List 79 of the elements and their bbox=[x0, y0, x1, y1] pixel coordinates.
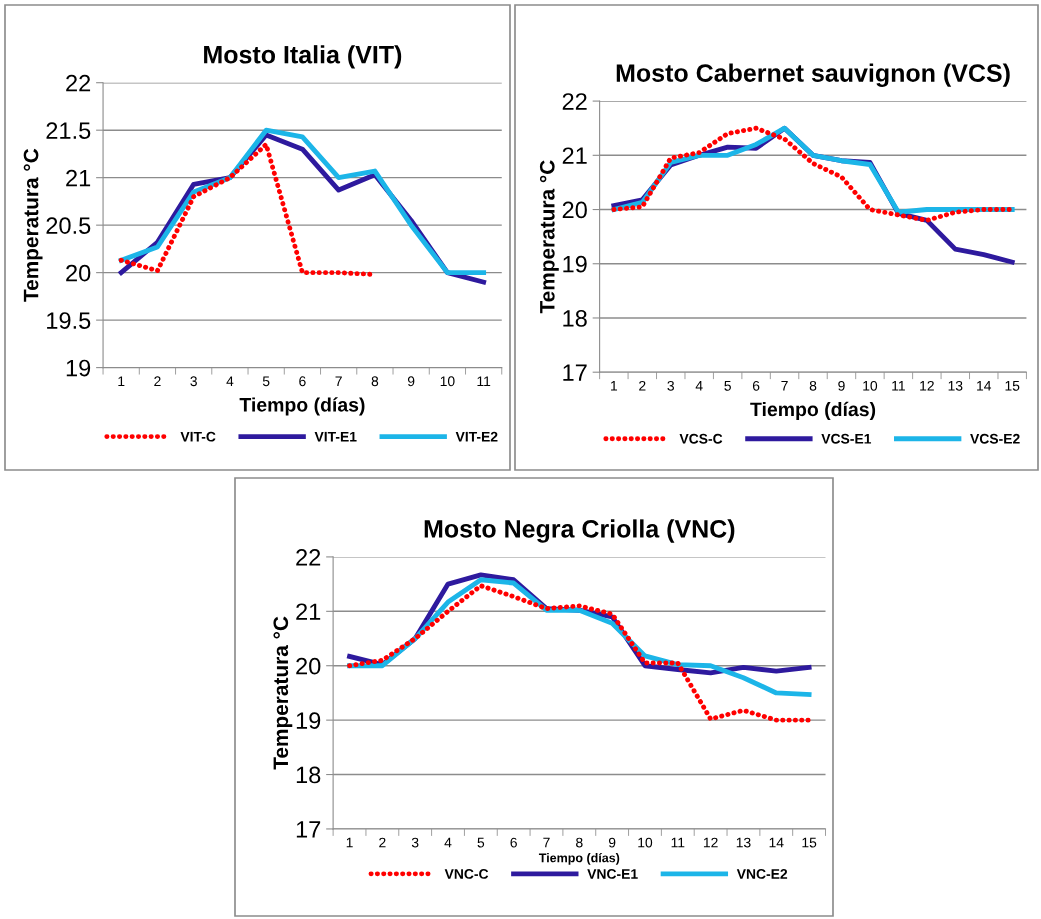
y-tick-label: 19 bbox=[66, 359, 91, 377]
x-tick-label: 13 bbox=[948, 380, 963, 391]
x-tick-label: 11 bbox=[892, 381, 905, 391]
x-tick-label: 1 bbox=[346, 837, 353, 848]
legend-label: VIT-E1 bbox=[314, 431, 357, 442]
x-tick-label: 11 bbox=[671, 837, 685, 848]
x-tick-label: 1 bbox=[118, 376, 125, 386]
x-tick-label: 2 bbox=[154, 376, 161, 386]
chart-title: Mosto Cabernet sauvignon (VCS) bbox=[616, 63, 1010, 87]
x-tick-label: 3 bbox=[190, 376, 197, 387]
chart-title: Mosto Italia (VIT) bbox=[204, 45, 402, 69]
x-tick-label: 7 bbox=[781, 381, 788, 391]
x-tick-label: 2 bbox=[639, 380, 646, 391]
y-tick-label: 20 bbox=[562, 201, 587, 219]
x-tick-label: 5 bbox=[262, 376, 270, 387]
y-tick-label: 20 bbox=[296, 657, 321, 675]
x-tick-label: 14 bbox=[977, 381, 992, 391]
x-tick-label: 5 bbox=[724, 381, 731, 391]
line-series bbox=[347, 583, 812, 723]
y-tick-label: 17 bbox=[296, 821, 321, 838]
x-tick-label: 6 bbox=[299, 376, 306, 387]
y-axis-title: Temperatura °C bbox=[539, 160, 559, 314]
y-tick-label: 22 bbox=[66, 74, 91, 92]
x-tick-label: 3 bbox=[411, 837, 419, 848]
x-axis-title: Tiempo (días) bbox=[750, 401, 876, 421]
x-tick-label: 5 bbox=[477, 837, 485, 848]
x-tick-label: 15 bbox=[1005, 381, 1020, 391]
legend-label: VCS-E2 bbox=[970, 433, 1020, 444]
x-tick-label: 3 bbox=[667, 380, 674, 391]
y-axis-title: Temperatura °C bbox=[273, 616, 293, 770]
x-tick-label: 4 bbox=[226, 376, 234, 386]
x-tick-label: 12 bbox=[703, 837, 718, 848]
x-tick-label: 4 bbox=[444, 837, 452, 848]
legend-label: VCS-C bbox=[679, 433, 723, 444]
x-tick-label: 11 bbox=[477, 376, 491, 386]
x-tick-label: 8 bbox=[576, 837, 583, 848]
legend-label: VNC-E1 bbox=[587, 869, 638, 879]
x-tick-label: 8 bbox=[809, 380, 817, 391]
x-tick-label: 6 bbox=[510, 837, 517, 848]
x-tick-label: 9 bbox=[407, 376, 415, 387]
y-tick-label: 19.5 bbox=[47, 312, 91, 329]
legend-label: VNC-E2 bbox=[736, 869, 788, 879]
y-tick-label: 19 bbox=[563, 255, 587, 273]
y-tick-label: 20 bbox=[66, 264, 91, 282]
legend-label: VIT-E2 bbox=[455, 431, 498, 442]
y-tick-label: 21.5 bbox=[46, 122, 91, 139]
x-tick-label: 9 bbox=[838, 380, 845, 391]
chart-title: Mosto Negra Criolla (VNC) bbox=[424, 519, 735, 543]
x-tick-label: 10 bbox=[863, 380, 878, 391]
x-tick-label: 14 bbox=[769, 837, 784, 848]
x-tick-label: 7 bbox=[335, 376, 342, 386]
x-tick-label: 4 bbox=[695, 381, 703, 391]
legend-label: VNC-C bbox=[444, 869, 489, 879]
x-tick-label: 7 bbox=[543, 837, 550, 848]
x-tick-label: 12 bbox=[920, 380, 934, 391]
y-tick-label: 21 bbox=[66, 169, 91, 187]
x-tick-label: 13 bbox=[736, 837, 751, 848]
legend-label: VCS-E1 bbox=[821, 433, 872, 444]
y-tick-label: 20.5 bbox=[46, 217, 91, 234]
legend-label: VIT-C bbox=[180, 431, 216, 442]
y-tick-label: 22 bbox=[296, 548, 321, 566]
x-tick-label: 8 bbox=[371, 376, 379, 387]
y-tick-label: 21 bbox=[296, 603, 321, 620]
y-tick-label: 18 bbox=[296, 766, 321, 784]
x-tick-label: 6 bbox=[752, 380, 760, 391]
x-tick-label: 9 bbox=[608, 837, 616, 848]
y-tick-label: 18 bbox=[563, 310, 587, 327]
y-tick-label: 17 bbox=[563, 364, 587, 381]
y-tick-label: 21 bbox=[562, 147, 587, 164]
x-tick-label: 1 bbox=[611, 381, 618, 391]
y-tick-label: 22 bbox=[562, 93, 587, 110]
x-tick-label: 10 bbox=[638, 837, 653, 848]
y-tick-label: 19 bbox=[296, 712, 321, 729]
x-tick-label: 15 bbox=[802, 837, 817, 848]
x-axis-title: Tiempo (días) bbox=[239, 397, 365, 416]
y-axis-title: Temperatura °C bbox=[23, 148, 43, 302]
x-axis-title: Tiempo (días) bbox=[538, 853, 620, 865]
x-tick-label: 2 bbox=[379, 837, 386, 848]
x-tick-label: 10 bbox=[440, 376, 455, 387]
